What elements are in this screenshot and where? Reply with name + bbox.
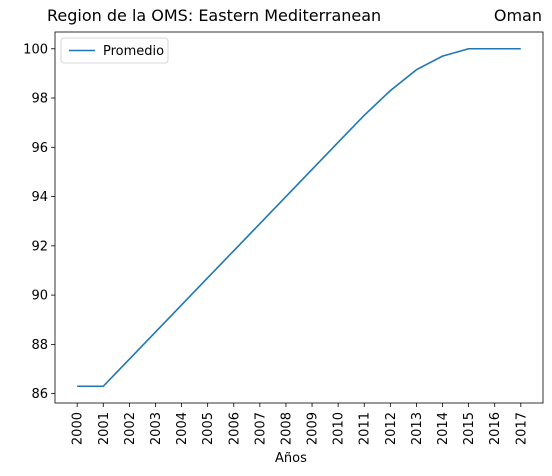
- legend-box: [60, 37, 169, 64]
- y-tick-label: 88: [31, 338, 48, 353]
- y-tick-label: 94: [31, 190, 48, 205]
- plot-area: 86 88 90 92 94 96 98 100 2000 2001 2002 2003 2004 200…: [23, 31, 544, 445]
- x-tick-label: 2003: [149, 412, 164, 445]
- x-tick-label: 2011: [358, 412, 373, 445]
- y-tick-label: 86: [31, 387, 48, 402]
- x-tick-label: 2008: [279, 412, 294, 445]
- x-tick-label: 2005: [201, 412, 216, 445]
- x-tick-label: 2016: [488, 412, 503, 445]
- x-tick-label: 2009: [306, 412, 321, 445]
- x-tick-label: 2004: [175, 412, 190, 445]
- y-tick-label: 98: [31, 92, 48, 107]
- x-tick-label: 2000: [71, 412, 86, 445]
- y-tick-label: 92: [31, 239, 48, 254]
- x-tick-label: 2007: [253, 412, 268, 445]
- x-tick-label: 2002: [123, 412, 138, 445]
- y-tick-label: 96: [31, 141, 48, 156]
- x-tick-label: 2012: [384, 412, 399, 445]
- axes-frame: [54, 31, 544, 404]
- y-tick-label: 100: [23, 42, 48, 57]
- x-tick-label: 2013: [410, 412, 425, 445]
- x-tick-label: 2001: [97, 412, 112, 445]
- chart-subtitle: Oman: [493, 6, 542, 25]
- x-tick-label: 2010: [332, 412, 347, 445]
- chart-title: Region de la OMS: Eastern Mediterranean: [47, 6, 382, 25]
- x-axis-label: Años: [275, 451, 307, 466]
- x-tick-label: 2015: [462, 412, 477, 445]
- x-tick-label: 2017: [514, 412, 529, 445]
- series-line-promedio: [77, 47, 521, 388]
- x-tick-label: 2014: [436, 412, 451, 445]
- x-tick-label: 2006: [227, 412, 242, 445]
- legend-label: Promedio: [103, 44, 164, 59]
- y-tick-label: 90: [31, 289, 48, 304]
